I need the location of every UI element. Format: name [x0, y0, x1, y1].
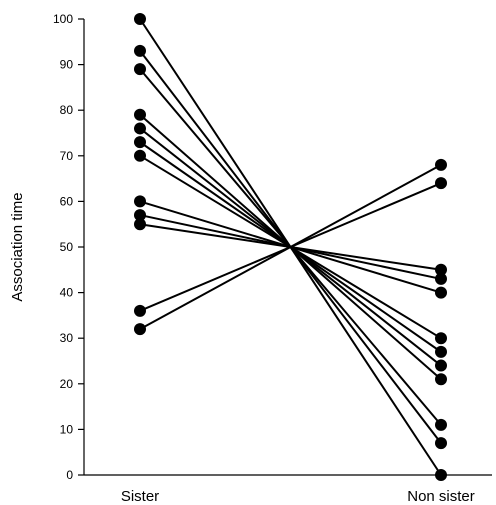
data-point	[435, 373, 447, 386]
y-tick-label: 40	[60, 286, 74, 300]
y-tick-label: 80	[60, 103, 74, 117]
data-point	[134, 122, 146, 135]
data-point	[435, 418, 447, 431]
data-point	[435, 177, 447, 190]
y-tick-label: 30	[60, 331, 74, 345]
x-category-label: Non sister	[407, 488, 475, 505]
data-point	[435, 263, 447, 276]
y-tick-label: 0	[66, 468, 73, 482]
data-point	[134, 218, 146, 231]
data-points	[134, 13, 447, 481]
data-point	[134, 209, 146, 222]
data-point	[134, 323, 146, 336]
data-point	[435, 286, 447, 299]
series-lines	[139, 18, 442, 476]
y-axis: 0 10 20 30 40 50 60 70 80 90 100	[53, 12, 85, 482]
data-point	[435, 359, 447, 372]
data-point	[134, 136, 146, 149]
data-point	[134, 195, 146, 208]
data-point	[134, 63, 146, 76]
data-point	[435, 272, 447, 285]
x-axis: Sister Non sister	[84, 474, 492, 505]
y-axis-title: Association time	[9, 192, 26, 301]
data-point	[134, 108, 146, 121]
y-tick-label: 20	[60, 377, 74, 391]
data-point	[134, 304, 146, 317]
y-tick-label: 60	[60, 194, 74, 208]
y-tick-label: 100	[53, 12, 73, 26]
data-point	[435, 332, 447, 345]
x-category-label: Sister	[121, 488, 159, 505]
data-point	[435, 469, 447, 481]
y-tick-label: 10	[60, 422, 74, 436]
data-point	[134, 149, 146, 162]
y-tick-label: 50	[60, 240, 74, 254]
data-point	[134, 13, 146, 25]
y-tick-label: 70	[60, 149, 74, 163]
data-point	[134, 44, 146, 57]
data-point	[435, 158, 447, 171]
data-point	[435, 345, 447, 358]
series-line	[139, 164, 442, 330]
data-point	[435, 437, 447, 450]
y-tick-label: 90	[60, 58, 74, 72]
